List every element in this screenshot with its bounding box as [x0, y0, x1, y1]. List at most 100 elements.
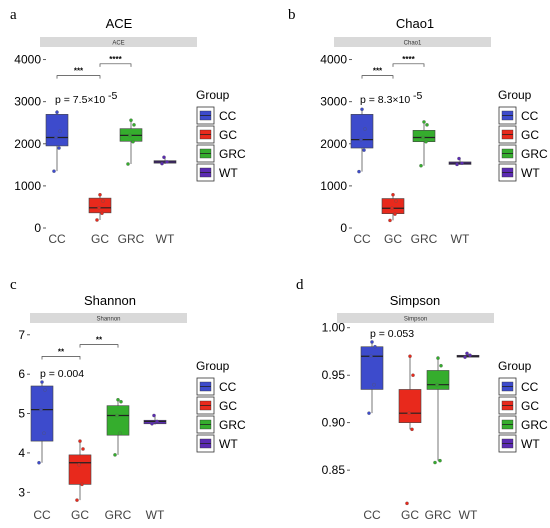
y-tick-label: 4 [18, 446, 25, 460]
x-tick-label: GC [401, 508, 419, 522]
data-point [393, 212, 397, 216]
data-point [362, 148, 366, 152]
x-tick-label: CC [33, 508, 51, 522]
data-point [408, 354, 412, 358]
y-tick-label: 3 [18, 485, 25, 499]
bracket-line [361, 75, 394, 79]
panel-b: b Chao1 Chao1 0 1000 2000 3000 4000 CC GC GRC WT p =… [288, 7, 548, 246]
data-point [370, 340, 374, 344]
p-value-exponent: -5 [108, 90, 117, 102]
box-CC [360, 340, 384, 415]
data-point [468, 353, 472, 358]
box-WT [153, 155, 177, 166]
legend-label-gc: GC [219, 128, 237, 142]
box-body [412, 130, 436, 143]
data-point [372, 382, 376, 387]
data-point [58, 129, 62, 133]
y-tick-label: 5 [18, 407, 25, 421]
box-GRC [426, 356, 450, 465]
facet-strip [337, 313, 494, 323]
box-GRC [106, 398, 130, 457]
box-body [68, 454, 92, 485]
significance-bracket: **** [99, 55, 132, 67]
legend-label-wt: WT [521, 166, 540, 180]
legend-label-wt: WT [219, 437, 238, 451]
panel-c: c Shannon Shannon 3 4 5 6 7 CC GC GRC WT p = 0.004 **… [10, 277, 246, 522]
data-point [391, 192, 395, 197]
y-tick-label: 3000 [320, 95, 347, 109]
data-point [81, 447, 85, 451]
x-tick-label: GC [91, 232, 109, 246]
box-GRC [119, 118, 143, 166]
y-tick-label: 7 [18, 328, 25, 342]
data-point [155, 419, 159, 424]
box-WT [143, 413, 167, 426]
data-point [75, 498, 79, 502]
legend-label-grc: GRC [219, 147, 246, 161]
data-point [390, 206, 394, 210]
x-tick-label: WT [459, 508, 478, 522]
data-point [131, 139, 135, 144]
x-tick-label: GRC [425, 508, 452, 522]
data-point [42, 431, 46, 435]
data-point [411, 373, 415, 377]
data-point [57, 146, 61, 150]
data-point [37, 461, 41, 465]
data-point [359, 137, 363, 142]
box-WT [448, 156, 472, 167]
x-tick-label: CC [353, 232, 371, 246]
legend-title: Group [498, 359, 532, 373]
data-point [425, 123, 429, 127]
data-point [128, 133, 132, 138]
data-point [162, 155, 166, 160]
data-point [55, 110, 59, 114]
box-body [106, 405, 130, 436]
x-tick-label: CC [48, 232, 66, 246]
x-tick-label: WT [156, 232, 175, 246]
data-point [367, 411, 371, 415]
panel-title: Simpson [390, 293, 441, 308]
box-body [88, 197, 112, 214]
data-point [455, 162, 459, 167]
facet-strip [334, 37, 491, 47]
legend-title: Group [196, 359, 230, 373]
box-body [30, 385, 54, 442]
facet-strip [40, 37, 197, 47]
y-tick-label: 0 [34, 221, 41, 235]
data-point [165, 160, 169, 164]
data-point [78, 439, 82, 443]
y-tick-label: 0.90 [322, 416, 346, 430]
data-point [98, 192, 102, 197]
facet-strip [30, 313, 187, 323]
y-tick-label: 2000 [320, 137, 347, 151]
legend-label-cc: CC [219, 380, 237, 394]
legend-label-wt: WT [219, 166, 238, 180]
data-point [407, 411, 411, 415]
box-GRC [412, 120, 436, 168]
data-point [113, 453, 117, 457]
data-point [369, 354, 373, 358]
significance-bracket: *** [361, 67, 394, 79]
data-point [150, 422, 154, 426]
x-tick-label: GRC [411, 232, 438, 246]
box-GC [68, 439, 92, 502]
bracket-line [99, 63, 132, 67]
legend-label-wt: WT [521, 437, 540, 451]
data-point [438, 458, 442, 463]
y-tick-label: 0.95 [322, 368, 346, 382]
significance-stars: **** [109, 55, 122, 64]
x-tick-label: GRC [105, 508, 132, 522]
legend: Group CC GC GRC WT [498, 359, 548, 453]
legend-title: Group [498, 88, 532, 102]
data-point [373, 344, 377, 349]
y-tick-label: 2000 [14, 137, 41, 151]
data-point [100, 211, 104, 216]
facet-strip-label: Simpson [404, 317, 427, 323]
legend: Group CC GC GRC WT [196, 359, 246, 453]
y-tick-label: 0 [340, 221, 347, 235]
panel-title: Shannon [84, 293, 136, 308]
data-point [97, 206, 101, 210]
bracket-line [56, 75, 101, 79]
